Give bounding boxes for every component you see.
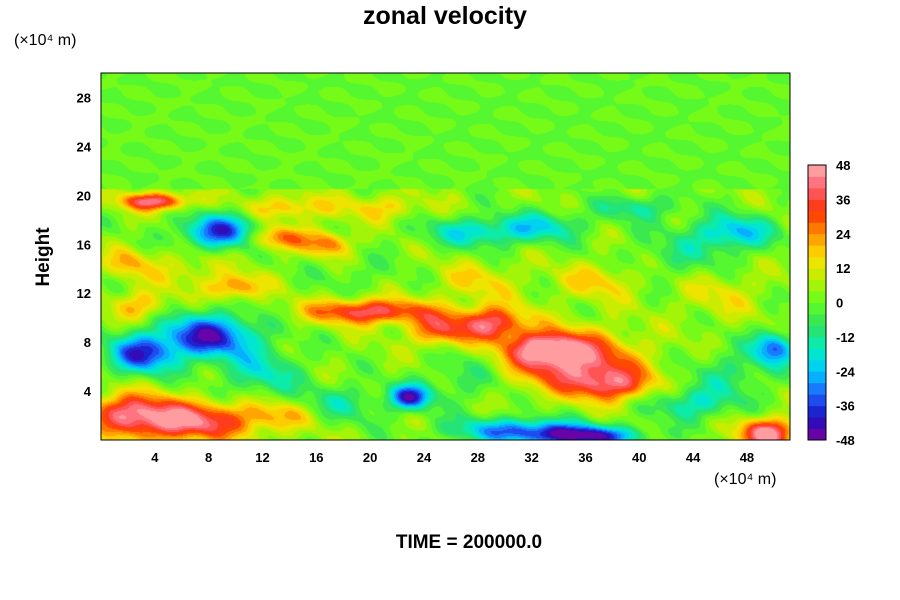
colorbar-tick-label: 48 [836, 158, 850, 173]
colorbar-band [808, 245, 826, 258]
x-tick-label: 8 [205, 450, 212, 465]
x-tick-label: 40 [632, 450, 646, 465]
colorbar-tick-label: -24 [836, 364, 856, 379]
time-label: TIME = 200000.0 [395, 532, 543, 553]
x-tick-label: 28 [471, 450, 485, 465]
plot-area [100, 72, 791, 441]
plot-frame [100, 72, 791, 441]
x-tick-label: 44 [686, 450, 701, 465]
colorbar-band [808, 348, 826, 361]
colorbar-band [808, 382, 826, 395]
y-tick-label: 12 [77, 286, 91, 301]
x-tick-label: 12 [255, 450, 269, 465]
colorbar-band [808, 428, 826, 441]
colorbar-band [808, 394, 826, 407]
colorbar-band [808, 279, 826, 292]
colorbar-tick-label: 12 [836, 261, 850, 276]
y-tick-label: 4 [84, 384, 92, 399]
colorbar-band [808, 417, 826, 430]
y-axis: 4 8 12 16 20 24 28 [77, 90, 92, 399]
x-axis: 4 8 12 16 20 24 28 32 36 40 44 48 [151, 450, 754, 465]
chart-title: zonal velocity [363, 2, 527, 30]
colorbar: 48 36 24 12 0 -12 -24 -36 -48 [807, 158, 856, 448]
x-axis-unit: (×10⁴ m) [714, 471, 777, 488]
colorbar-tick-label: 36 [836, 192, 850, 207]
y-tick-label: 28 [77, 90, 91, 105]
colorbar-band [808, 313, 826, 326]
colorbar-band [808, 187, 826, 200]
colorbar-band [808, 199, 826, 212]
x-tick-label: 20 [363, 450, 377, 465]
y-tick-label: 8 [84, 335, 91, 350]
colorbar-band [808, 222, 826, 235]
colorbar-tick-label: 24 [836, 227, 851, 242]
y-axis-label: Height [33, 227, 54, 287]
colorbar-band [808, 302, 826, 315]
y-tick-label: 24 [77, 139, 92, 154]
colorbar-band [808, 165, 826, 177]
colorbar-band [808, 336, 826, 349]
colorbar-band [808, 359, 826, 372]
colorbar-band [808, 233, 826, 246]
colorbar-band [808, 268, 826, 281]
colorbar-band [808, 291, 826, 303]
colorbar-band [808, 405, 826, 418]
x-tick-label: 36 [578, 450, 592, 465]
x-tick-label: 48 [740, 450, 754, 465]
colorbar-tick-label: -12 [836, 330, 855, 345]
x-tick-label: 24 [417, 450, 432, 465]
colorbar-band [808, 371, 826, 384]
colorbar-tick-label: -48 [836, 433, 855, 448]
colorbar-frame [807, 164, 827, 441]
x-tick-label: 4 [151, 450, 159, 465]
colorbar-tick-label: 0 [836, 296, 843, 311]
x-tick-label: 32 [524, 450, 538, 465]
y-axis-unit: (×10⁴ m) [14, 32, 77, 49]
colorbar-band [808, 176, 826, 189]
x-tick-label: 16 [309, 450, 323, 465]
colorbar-band [808, 210, 826, 223]
y-tick-label: 16 [77, 237, 91, 252]
y-tick-label: 20 [77, 188, 91, 203]
colorbar-band [808, 256, 826, 269]
colorbar-tick-label: -36 [836, 399, 855, 414]
heatmap-field [101, 73, 790, 440]
colorbar-band [808, 325, 826, 338]
